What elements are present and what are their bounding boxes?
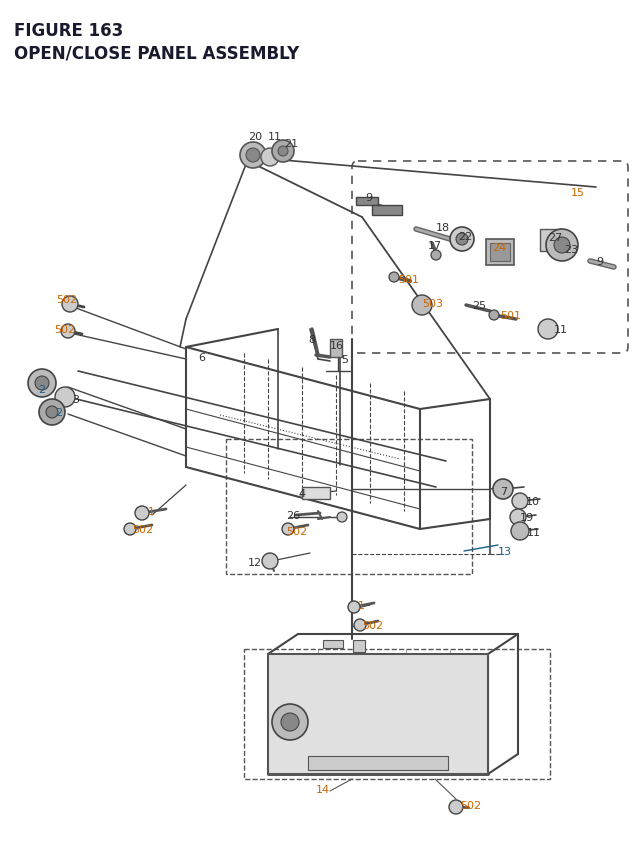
Circle shape — [278, 147, 288, 157]
Circle shape — [337, 512, 347, 523]
Text: 21: 21 — [284, 139, 298, 149]
Circle shape — [449, 800, 463, 814]
Text: 22: 22 — [458, 232, 472, 242]
Text: 8: 8 — [308, 335, 315, 344]
Text: 12: 12 — [248, 557, 262, 567]
Text: 15: 15 — [571, 188, 585, 198]
Text: 1: 1 — [148, 506, 155, 517]
Circle shape — [39, 400, 65, 425]
Text: 502: 502 — [132, 524, 153, 535]
Circle shape — [546, 230, 578, 262]
Circle shape — [511, 523, 529, 541]
Bar — [372, 206, 402, 216]
Bar — [353, 641, 365, 653]
Text: 4: 4 — [298, 488, 305, 499]
Circle shape — [389, 273, 399, 282]
Circle shape — [28, 369, 56, 398]
Bar — [302, 487, 330, 499]
Circle shape — [354, 619, 366, 631]
Text: 11: 11 — [554, 325, 568, 335]
Text: 502: 502 — [460, 800, 481, 810]
Circle shape — [262, 554, 278, 569]
Text: 11: 11 — [527, 528, 541, 537]
Text: 501: 501 — [500, 311, 521, 320]
Circle shape — [348, 601, 360, 613]
Text: 14: 14 — [316, 784, 330, 794]
Circle shape — [240, 143, 266, 169]
Text: 502: 502 — [362, 620, 383, 630]
Text: 9: 9 — [365, 193, 372, 202]
Text: 503: 503 — [422, 299, 443, 308]
Text: 5: 5 — [341, 355, 348, 364]
Bar — [244, 649, 550, 779]
Bar — [330, 339, 342, 357]
Text: 3: 3 — [72, 394, 79, 405]
Circle shape — [61, 325, 75, 338]
Circle shape — [512, 493, 528, 510]
Bar — [226, 439, 472, 574]
Text: 16: 16 — [330, 341, 344, 350]
Circle shape — [62, 297, 78, 313]
Circle shape — [510, 510, 526, 525]
Text: 1: 1 — [358, 600, 365, 610]
Text: 7: 7 — [500, 486, 507, 497]
Circle shape — [282, 523, 294, 536]
Bar — [486, 239, 514, 266]
Text: 2: 2 — [55, 407, 62, 418]
Circle shape — [261, 149, 279, 167]
Text: 24: 24 — [492, 243, 506, 253]
Circle shape — [281, 713, 299, 731]
Bar — [323, 641, 343, 648]
Circle shape — [538, 319, 558, 339]
Circle shape — [412, 295, 432, 316]
Text: 502: 502 — [286, 526, 307, 536]
Circle shape — [55, 387, 75, 407]
Text: FIGURE 163: FIGURE 163 — [14, 22, 124, 40]
Text: 6: 6 — [198, 353, 205, 362]
Bar — [490, 244, 510, 262]
Circle shape — [450, 228, 474, 251]
Bar — [540, 230, 562, 251]
Circle shape — [272, 704, 308, 740]
Text: 502: 502 — [56, 294, 77, 305]
Circle shape — [489, 311, 499, 320]
Circle shape — [35, 376, 49, 391]
Circle shape — [554, 238, 570, 254]
Text: 18: 18 — [436, 223, 450, 232]
Text: OPEN/CLOSE PANEL ASSEMBLY: OPEN/CLOSE PANEL ASSEMBLY — [14, 44, 300, 62]
Text: 26: 26 — [286, 511, 300, 520]
Circle shape — [246, 149, 260, 163]
Text: 17: 17 — [428, 241, 442, 251]
Circle shape — [124, 523, 136, 536]
Text: 10: 10 — [526, 497, 540, 506]
Text: 9: 9 — [596, 257, 603, 267]
Bar — [356, 198, 378, 206]
Text: 11: 11 — [268, 132, 282, 142]
Bar — [268, 654, 488, 774]
Circle shape — [272, 141, 294, 163]
Text: 23: 23 — [564, 245, 578, 255]
Text: 27: 27 — [548, 232, 563, 243]
Circle shape — [493, 480, 513, 499]
Circle shape — [456, 233, 468, 245]
Circle shape — [46, 406, 58, 418]
Text: 19: 19 — [520, 512, 534, 523]
Text: 502: 502 — [54, 325, 75, 335]
Text: 20: 20 — [248, 132, 262, 142]
Circle shape — [135, 506, 149, 520]
Text: 25: 25 — [472, 300, 486, 311]
Text: 13: 13 — [498, 547, 512, 556]
Text: 2: 2 — [38, 385, 45, 394]
Text: 501: 501 — [398, 275, 419, 285]
Bar — [308, 756, 448, 770]
Circle shape — [431, 251, 441, 261]
